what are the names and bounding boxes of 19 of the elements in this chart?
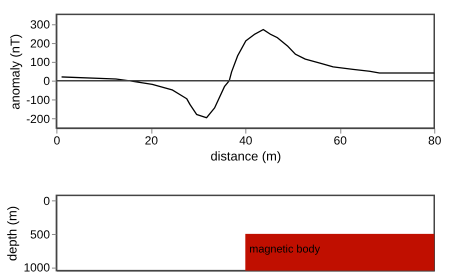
line-series (60, 28, 435, 118)
y-tick-label: 0 (43, 194, 50, 208)
y-tick-label: 0 (43, 74, 50, 88)
x-tick-label: 40 (239, 133, 253, 148)
annotation: magnetic body (249, 244, 321, 256)
y-tick-label: 500 (30, 227, 50, 242)
x-tick-label: 60 (334, 133, 348, 148)
y-tick-label: 200 (30, 36, 50, 50)
y-axis-title: anomaly (nT) (7, 34, 22, 110)
x-tick-label: 0 (54, 133, 61, 148)
y-tick-label: -200 (26, 112, 50, 126)
y-axis-title: depth (m) (4, 206, 20, 261)
x-tick-label: 20 (144, 133, 158, 148)
y-tick-label: 1000 (24, 260, 50, 275)
y-tick-label: 100 (30, 55, 50, 70)
x-tick-label: 80 (428, 133, 442, 148)
x-axis-title: distance (m) (210, 148, 282, 164)
y-tick-label: -100 (26, 93, 50, 108)
y-tick-label: 300 (30, 17, 50, 32)
